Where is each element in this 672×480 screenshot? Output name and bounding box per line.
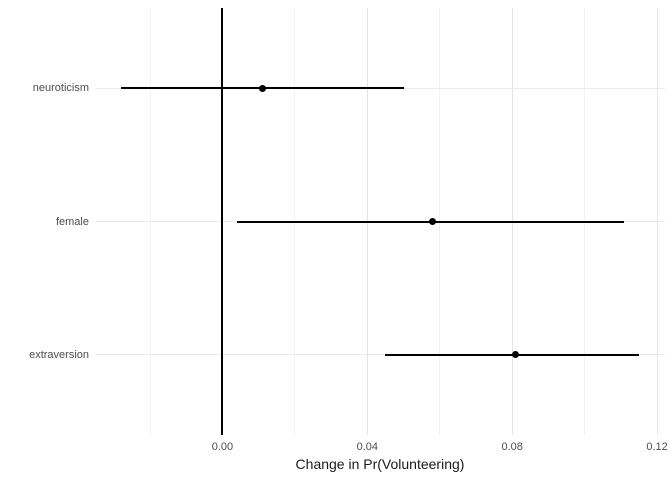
estimate-point [258,84,266,92]
x-tick-label: 0.00 [211,441,234,453]
row-gridline [95,354,665,356]
y-axis-label: neuroticism [32,82,89,95]
estimate-point [512,351,520,359]
y-axis-label: extraversion [29,348,89,361]
y-axis-label: female [55,215,89,228]
estimate-point [429,218,436,225]
x-tick-label: 0.08 [501,441,523,453]
zero-reference-line [221,8,224,435]
x-tick-label: 0.04 [356,441,379,453]
x-axis-title: Change in Pr(Volunteering) [295,456,465,472]
plot-panel [95,8,665,435]
x-tick-label: 0.12 [646,441,668,453]
confidence-interval-line [385,353,639,356]
